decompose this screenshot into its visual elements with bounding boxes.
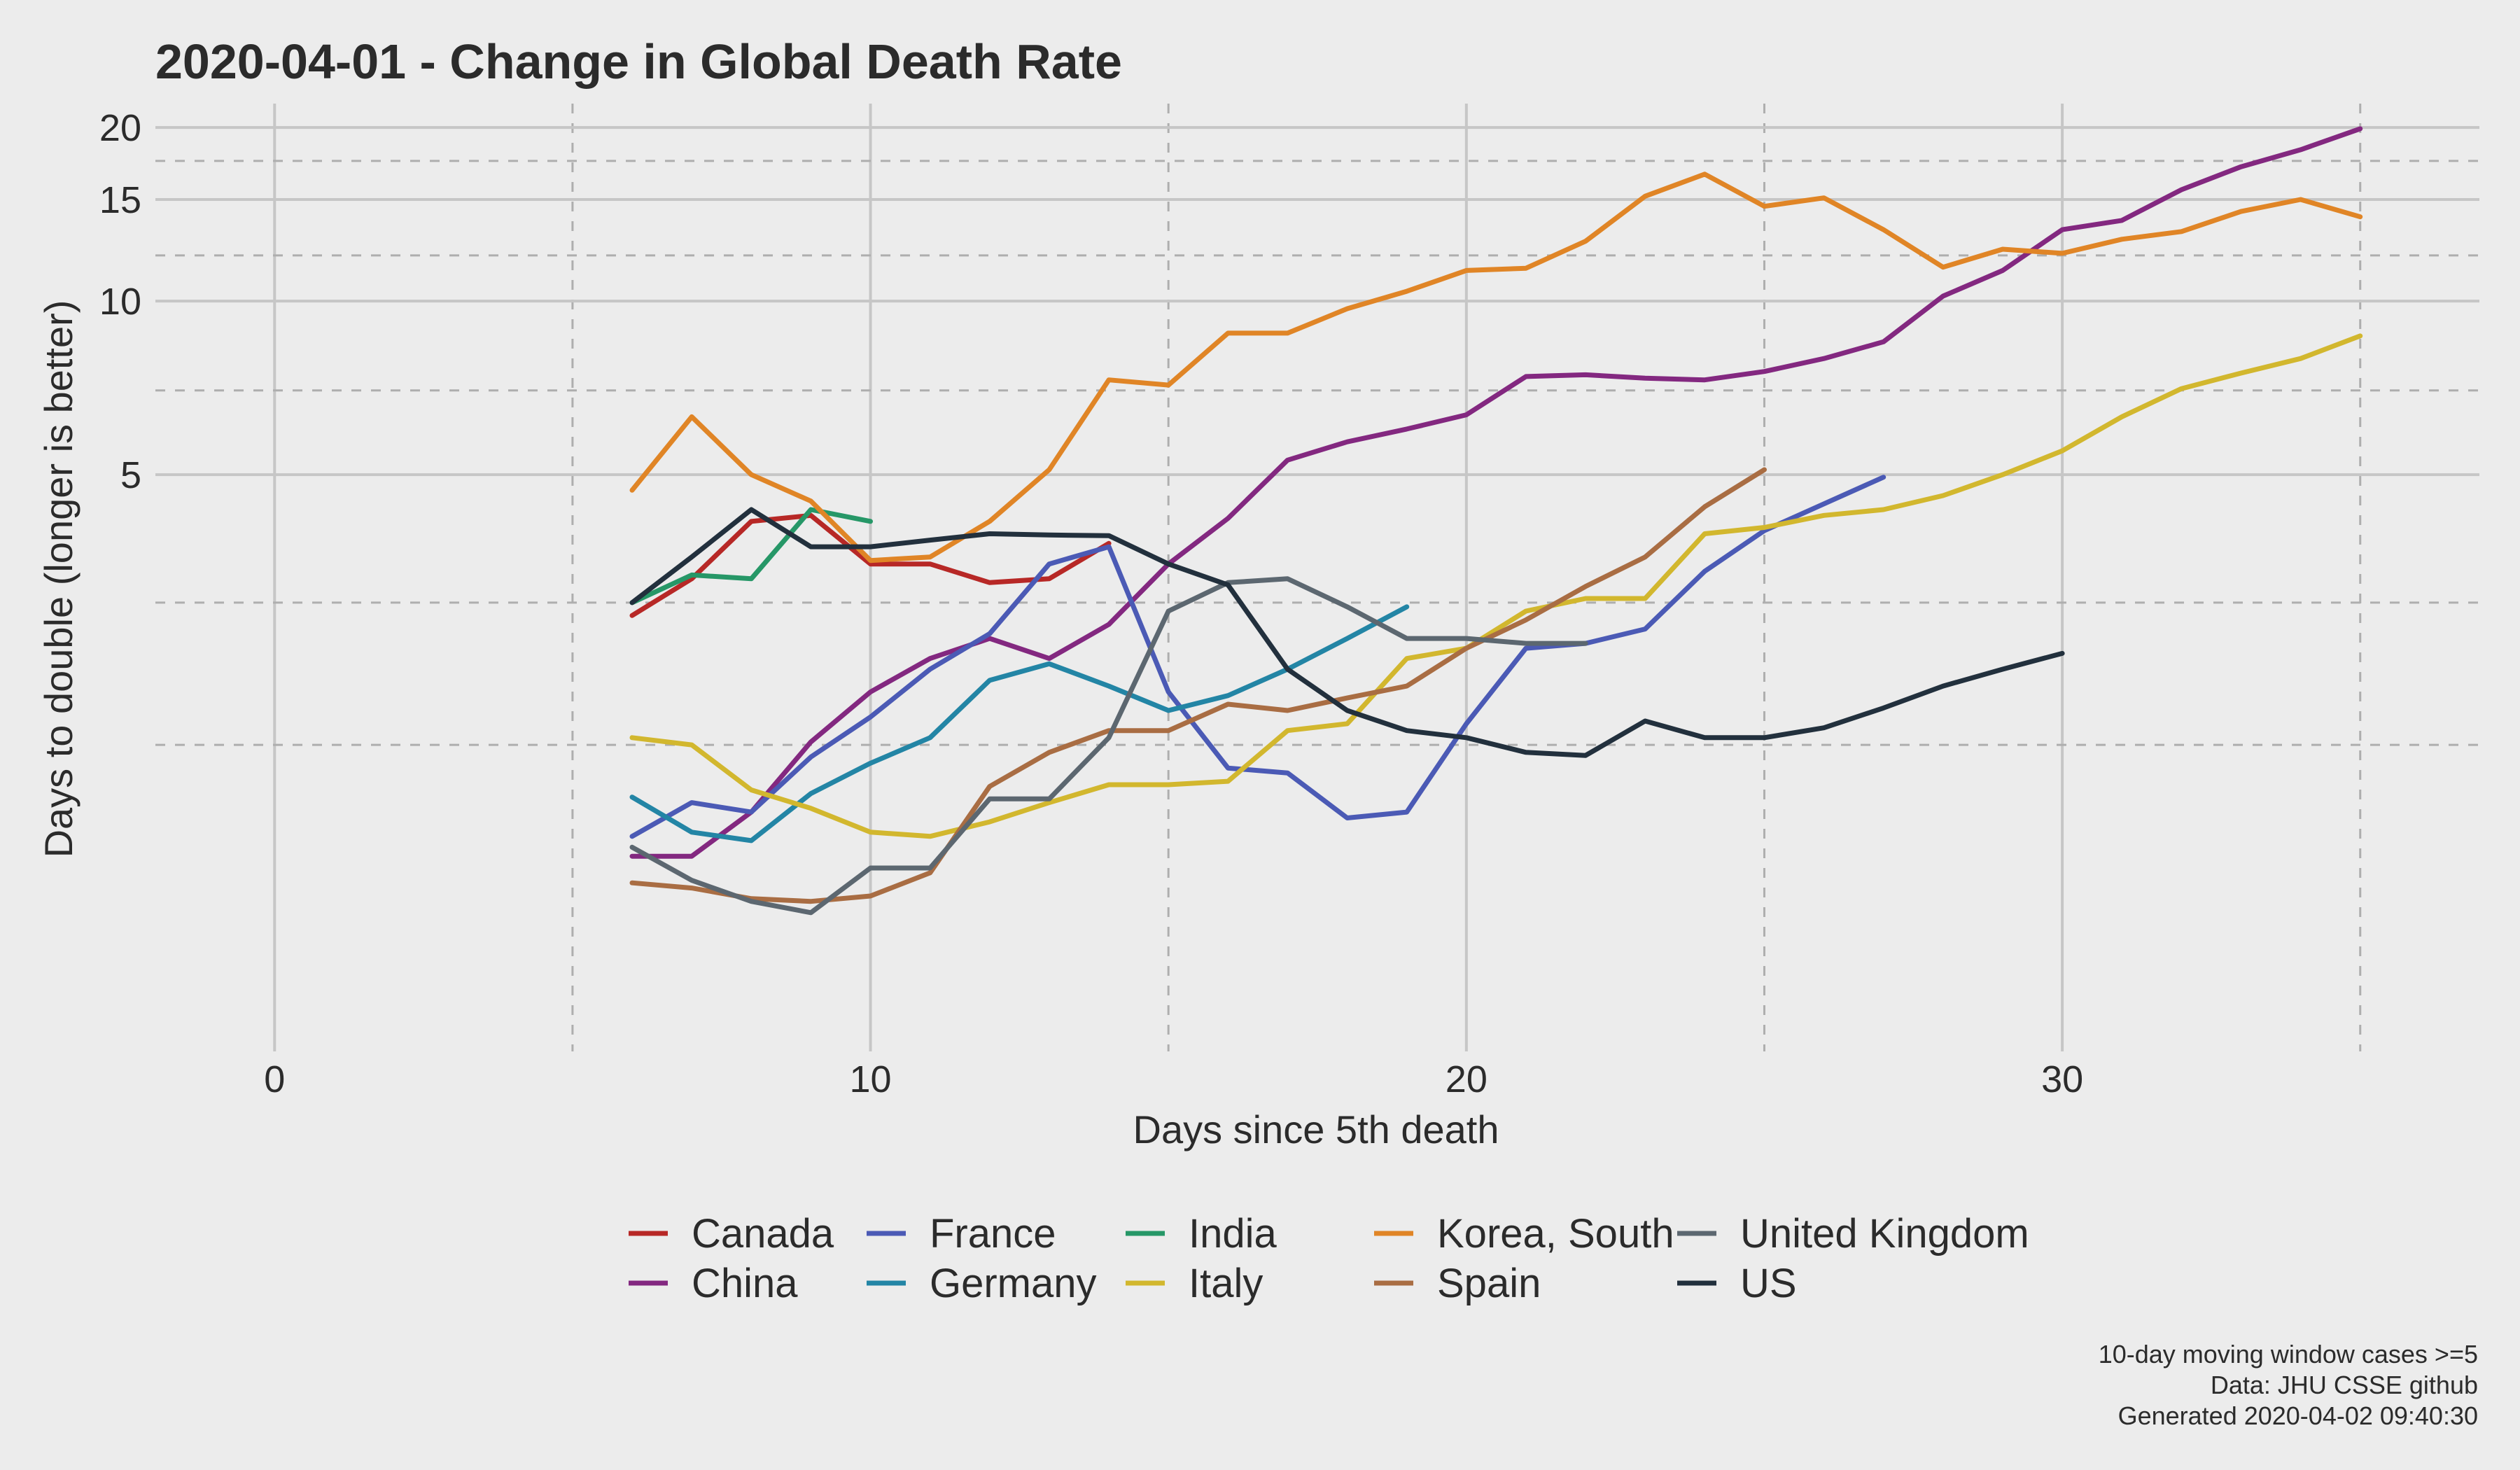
series-line-france bbox=[629, 475, 1886, 839]
legend-item-korea-south: Korea, South bbox=[1374, 1211, 1674, 1256]
legend-item-united-kingdom: United Kingdom bbox=[1677, 1211, 2029, 1256]
legend-label: Italy bbox=[1189, 1261, 1263, 1306]
series-line-us bbox=[629, 507, 2065, 758]
legend-label: US bbox=[1740, 1261, 1797, 1306]
legend-item-italy: Italy bbox=[1126, 1261, 1263, 1306]
y-tick-label: 15 bbox=[99, 179, 141, 221]
chart-title: 2020-04-01 - Change in Global Death Rate bbox=[155, 34, 1122, 89]
legend-item-canada: Canada bbox=[629, 1211, 834, 1256]
legend-label: United Kingdom bbox=[1740, 1211, 2029, 1256]
y-tick-label: 20 bbox=[99, 107, 141, 149]
legend-label: Korea, South bbox=[1437, 1211, 1674, 1256]
legend-label: China bbox=[692, 1261, 798, 1306]
legend-label: Germany bbox=[930, 1261, 1097, 1306]
x-tick-label: 0 bbox=[264, 1058, 285, 1100]
legend-item-china: China bbox=[629, 1261, 798, 1306]
x-tick-labels: 0 10 20 30 bbox=[264, 1058, 2083, 1100]
x-tick-label: 10 bbox=[849, 1058, 891, 1100]
legend-item-us: US bbox=[1677, 1261, 1797, 1306]
series-line-italy bbox=[629, 333, 2363, 839]
caption: 10-day moving window cases >=5 Data: JHU… bbox=[2099, 1340, 2478, 1430]
legend-label: Spain bbox=[1437, 1261, 1541, 1306]
legend: Canada China France Germany India Italy Korea,… bbox=[629, 1211, 2029, 1306]
legend-item-germany: Germany bbox=[867, 1261, 1097, 1306]
caption-line-1: 10-day moving window cases >=5 bbox=[2099, 1340, 2478, 1368]
series-line-korea-south bbox=[629, 172, 2363, 564]
caption-line-3: Generated 2020-04-02 09:40:30 bbox=[2118, 1401, 2478, 1430]
series-line-united-kingdom bbox=[629, 576, 1588, 916]
legend-label: France bbox=[930, 1211, 1056, 1256]
x-axis-label: Days since 5th death bbox=[1133, 1107, 1499, 1152]
series-lines bbox=[629, 126, 2363, 916]
legend-label: Canada bbox=[692, 1211, 834, 1256]
series-line-india bbox=[629, 507, 873, 606]
series-line-canada bbox=[629, 512, 1112, 618]
y-tick-labels: 5 10 15 20 bbox=[99, 107, 141, 496]
y-axis-label: Days to double (longer is better) bbox=[36, 300, 80, 858]
legend-label: India bbox=[1189, 1211, 1278, 1256]
series-line-china bbox=[629, 126, 2363, 859]
grid bbox=[155, 104, 2479, 1051]
y-tick-label: 10 bbox=[99, 281, 141, 323]
caption-line-2: Data: JHU CSSE github bbox=[2211, 1371, 2478, 1399]
legend-item-france: France bbox=[867, 1211, 1056, 1256]
x-tick-label: 30 bbox=[2041, 1058, 2083, 1100]
x-tick-label: 20 bbox=[1446, 1058, 1488, 1100]
legend-item-india: India bbox=[1126, 1211, 1278, 1256]
series-line-germany bbox=[629, 604, 1410, 844]
y-tick-label: 5 bbox=[120, 454, 141, 496]
legend-item-spain: Spain bbox=[1374, 1261, 1541, 1306]
series-line-spain bbox=[629, 467, 1767, 904]
